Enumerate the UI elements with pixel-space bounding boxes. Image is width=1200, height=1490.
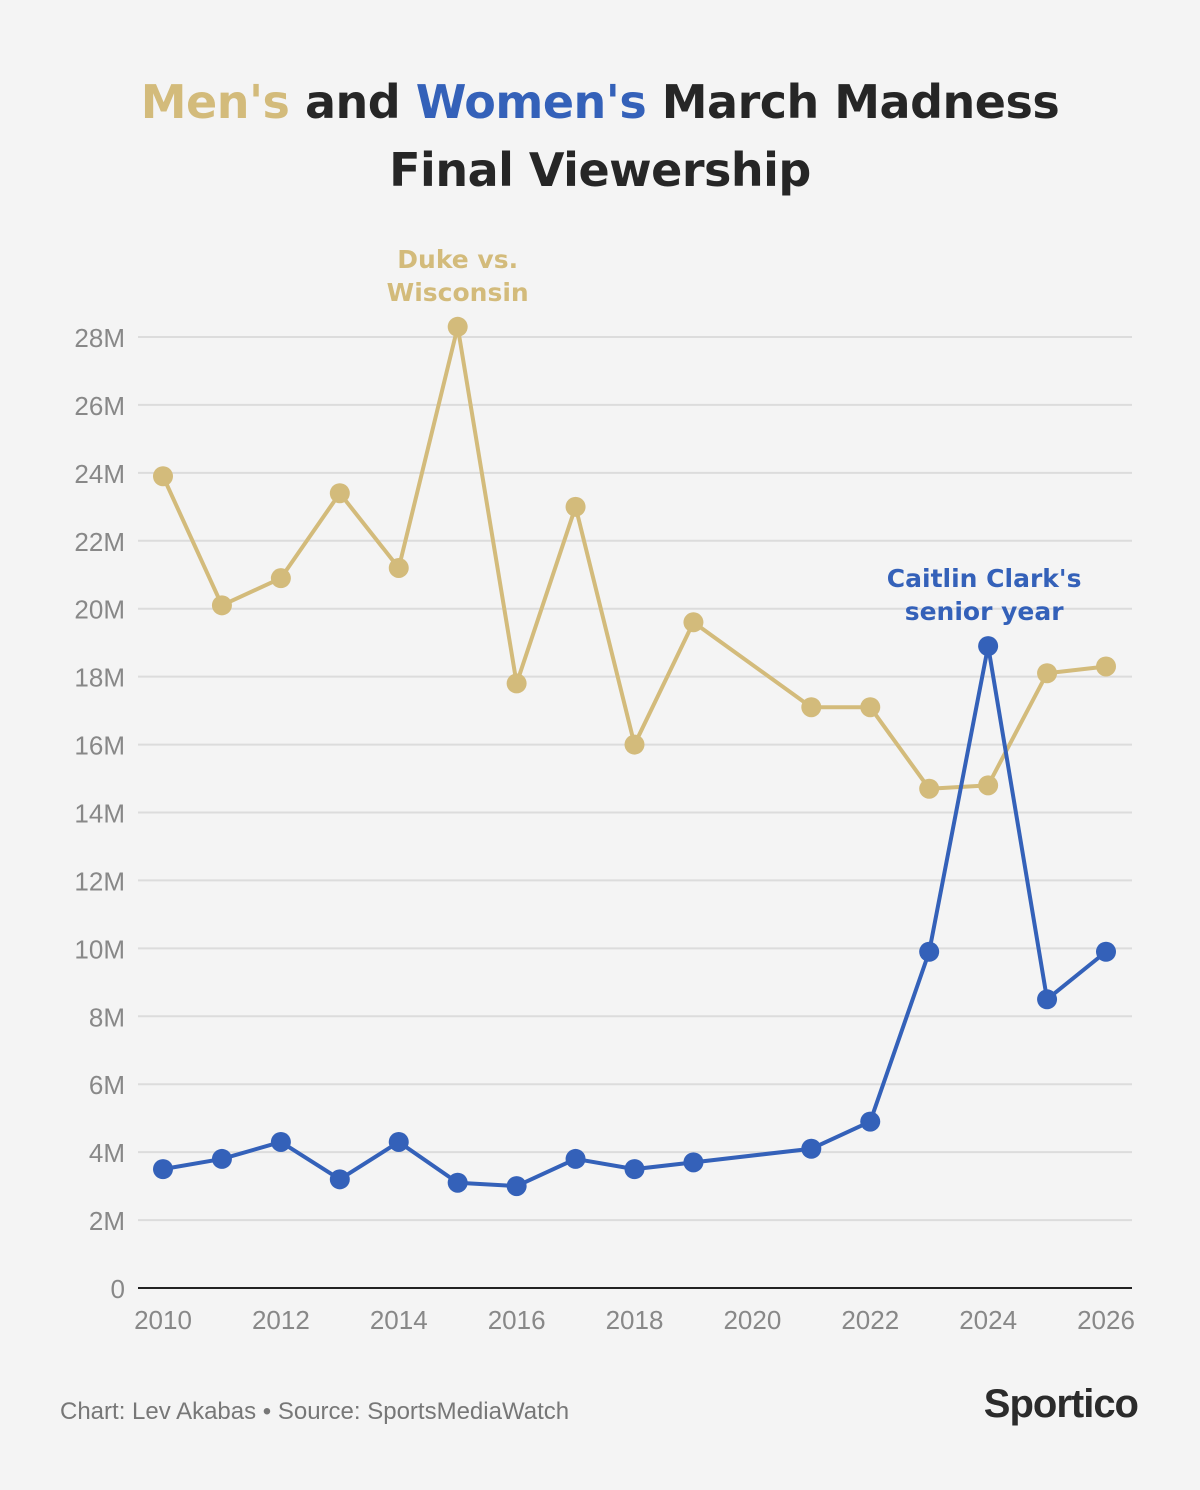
data-point [270, 568, 291, 589]
chart-credit: Chart: Lev Akabas • Source: SportsMediaW… [60, 1398, 570, 1425]
title-women: Women's [415, 75, 647, 129]
y-tick-label: 10M [74, 934, 125, 964]
data-point [565, 496, 586, 517]
title-line2: Final Viewership [389, 143, 811, 197]
y-tick-label: 22M [74, 527, 125, 557]
data-point [801, 1138, 822, 1159]
data-point [388, 557, 409, 578]
annotation-label: Duke vs. [397, 245, 518, 274]
data-point [978, 636, 999, 657]
series-line-mens [161, 324, 1107, 791]
y-tick-label: 14M [74, 799, 125, 829]
data-point [683, 612, 704, 633]
data-point [1096, 656, 1116, 677]
y-tick-label: 6M [89, 1070, 125, 1100]
series-line-womens [162, 644, 1108, 1189]
data-point [447, 316, 468, 337]
data-point [388, 1131, 409, 1152]
data-point [919, 778, 940, 799]
data-point [801, 697, 822, 718]
sportico-logo: Sportico [983, 1382, 1139, 1426]
data-point [919, 941, 940, 962]
x-tick-label: 2012 [252, 1305, 310, 1335]
title-men: Men's [140, 75, 290, 129]
y-tick-label: 4M [89, 1138, 125, 1168]
data-point [329, 1169, 350, 1190]
title-rest: March Madness [646, 75, 1060, 129]
x-tick-label: 2020 [723, 1305, 781, 1335]
data-point [329, 483, 350, 504]
data-point [506, 673, 527, 694]
y-tick-label: 24M [74, 459, 125, 489]
data-point [624, 1159, 645, 1180]
data-point [1037, 663, 1058, 684]
y-tick-label: 2M [89, 1206, 125, 1236]
y-tick-label: 18M [74, 663, 125, 693]
y-tick-label: 28M [74, 323, 125, 353]
data-point [270, 1131, 291, 1152]
data-point [1037, 989, 1058, 1010]
data-point [153, 1159, 173, 1180]
data-point [447, 1172, 468, 1193]
y-tick-label: 0 [111, 1274, 125, 1304]
y-tick-label: 20M [74, 595, 125, 625]
annotation-label: Wisconsin [387, 278, 529, 307]
y-tick-label: 8M [89, 1002, 125, 1032]
y-tick-label: 26M [74, 391, 125, 421]
x-tick-label: 2014 [370, 1305, 428, 1335]
x-tick-label: 2018 [606, 1305, 664, 1335]
x-tick-label: 2016 [488, 1305, 546, 1335]
data-point [211, 595, 232, 616]
data-point [978, 775, 999, 796]
data-point [153, 466, 173, 487]
chart-title: Men's and Women's March Madness Final Vi… [0, 68, 1200, 204]
x-tick-label: 2010 [134, 1305, 192, 1335]
data-point [211, 1148, 232, 1169]
annotation-label: Caitlin Clark's [887, 564, 1082, 593]
title-and: and [289, 75, 416, 129]
data-point [860, 697, 881, 718]
data-point [506, 1176, 527, 1197]
data-point [565, 1148, 586, 1169]
x-tick-label: 2026 [1077, 1305, 1135, 1335]
y-tick-label: 12M [74, 866, 125, 896]
data-point [683, 1152, 704, 1173]
x-tick-label: 2022 [841, 1305, 899, 1335]
annotation-label: senior year [905, 597, 1065, 626]
y-tick-label: 16M [74, 731, 125, 761]
data-point [1096, 941, 1116, 962]
x-tick-label: 2024 [959, 1305, 1017, 1335]
data-point [860, 1111, 881, 1132]
data-point [624, 734, 645, 755]
